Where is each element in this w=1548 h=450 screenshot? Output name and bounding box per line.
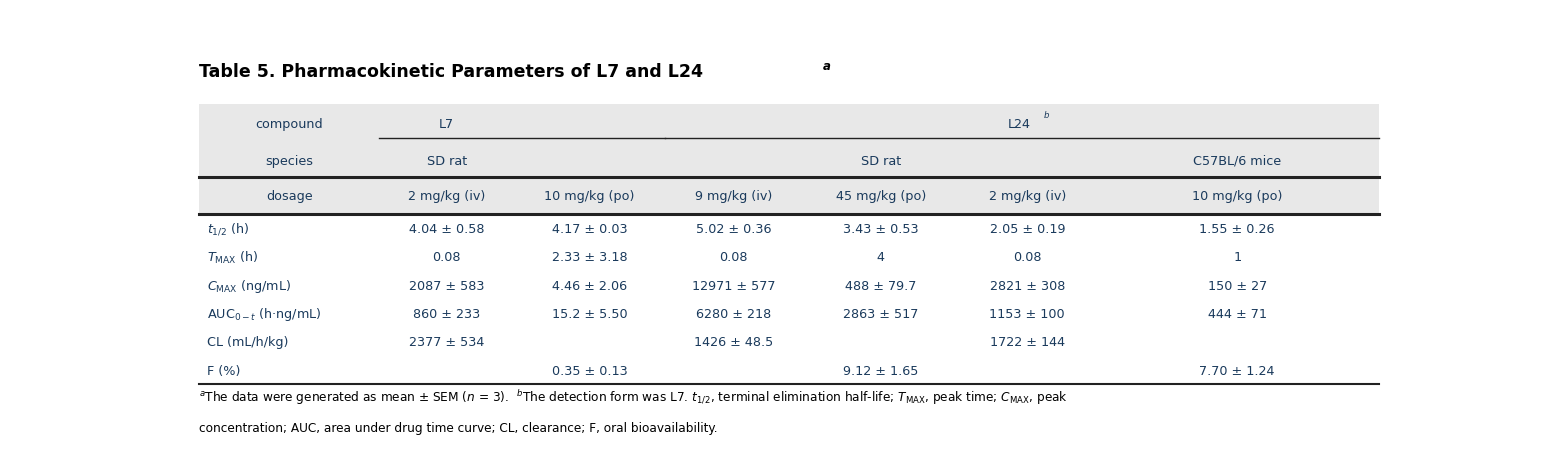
Text: $t_{1/2}$ (h): $t_{1/2}$ (h) — [207, 221, 249, 237]
Text: 2087 ± 583: 2087 ± 583 — [409, 279, 485, 292]
Text: 4.46 ± 2.06: 4.46 ± 2.06 — [551, 279, 627, 292]
Text: 4.17 ± 0.03: 4.17 ± 0.03 — [551, 223, 627, 236]
Text: $T_{\rm MAX}$ (h): $T_{\rm MAX}$ (h) — [207, 250, 257, 266]
Text: F (%): F (%) — [207, 365, 240, 378]
Text: compound: compound — [255, 117, 324, 130]
Text: 2377 ± 534: 2377 ± 534 — [409, 337, 485, 350]
Text: 2.05 ± 0.19: 2.05 ± 0.19 — [989, 223, 1065, 236]
Text: $C_{\rm MAX}$ (ng/mL): $C_{\rm MAX}$ (ng/mL) — [207, 278, 291, 295]
Text: C57BL/6 mice: C57BL/6 mice — [1194, 155, 1282, 168]
Text: 9 mg/kg (iv): 9 mg/kg (iv) — [695, 190, 772, 203]
Text: 2 mg/kg (iv): 2 mg/kg (iv) — [409, 190, 485, 203]
Text: L24: L24 — [1008, 117, 1031, 130]
Text: a: a — [822, 60, 831, 73]
Text: SD rat: SD rat — [861, 155, 901, 168]
Text: 444 ± 71: 444 ± 71 — [1207, 308, 1266, 321]
Text: 5.02 ± 0.36: 5.02 ± 0.36 — [695, 223, 771, 236]
Bar — [200, 179, 1379, 215]
Bar — [200, 215, 1379, 386]
Text: 7.70 ± 1.24: 7.70 ± 1.24 — [1200, 365, 1276, 378]
Text: 10 mg/kg (po): 10 mg/kg (po) — [1192, 190, 1282, 203]
Text: CL (mL/h/kg): CL (mL/h/kg) — [207, 337, 288, 350]
Text: 45 mg/kg (po): 45 mg/kg (po) — [836, 190, 926, 203]
Text: 0.08: 0.08 — [720, 251, 748, 264]
Text: 12971 ± 577: 12971 ± 577 — [692, 279, 776, 292]
Text: SD rat: SD rat — [427, 155, 467, 168]
Text: L7: L7 — [440, 117, 454, 130]
Text: 2.33 ± 3.18: 2.33 ± 3.18 — [551, 251, 627, 264]
Text: 0.08: 0.08 — [432, 251, 461, 264]
Text: 1: 1 — [1234, 251, 1241, 264]
Text: 488 ± 79.7: 488 ± 79.7 — [845, 279, 916, 292]
Text: 1153 ± 100: 1153 ± 100 — [989, 308, 1065, 321]
Text: 860 ± 233: 860 ± 233 — [413, 308, 480, 321]
Text: $^a$The data were generated as mean ± SEM ($n$ = 3).  $^b$The detection form was: $^a$The data were generated as mean ± SE… — [200, 389, 1068, 407]
Text: 6280 ± 218: 6280 ± 218 — [695, 308, 771, 321]
Text: 4.04 ± 0.58: 4.04 ± 0.58 — [409, 223, 485, 236]
Text: 3.43 ± 0.53: 3.43 ± 0.53 — [844, 223, 920, 236]
Text: Table 5. Pharmacokinetic Parameters of L7 and L24: Table 5. Pharmacokinetic Parameters of L… — [200, 63, 703, 81]
Text: dosage: dosage — [266, 190, 313, 203]
Text: 9.12 ± 1.65: 9.12 ± 1.65 — [844, 365, 918, 378]
Text: 150 ± 27: 150 ± 27 — [1207, 279, 1266, 292]
Bar — [200, 104, 1379, 179]
Text: ${\rm AUC}_{0-t}$ (h·ng/mL): ${\rm AUC}_{0-t}$ (h·ng/mL) — [207, 306, 322, 323]
Text: 2 mg/kg (iv): 2 mg/kg (iv) — [989, 190, 1067, 203]
Text: 1.55 ± 0.26: 1.55 ± 0.26 — [1200, 223, 1276, 236]
Text: 0.08: 0.08 — [1012, 251, 1042, 264]
Text: 1426 ± 48.5: 1426 ± 48.5 — [694, 337, 772, 350]
Text: 15.2 ± 5.50: 15.2 ± 5.50 — [551, 308, 627, 321]
Text: species: species — [265, 155, 314, 168]
Text: 2821 ± 308: 2821 ± 308 — [989, 279, 1065, 292]
Text: 4: 4 — [876, 251, 885, 264]
Text: 10 mg/kg (po): 10 mg/kg (po) — [545, 190, 635, 203]
Text: 2863 ± 517: 2863 ± 517 — [844, 308, 918, 321]
Text: 1722 ± 144: 1722 ± 144 — [989, 337, 1065, 350]
Text: concentration; AUC, area under drug time curve; CL, clearance; F, oral bioavaila: concentration; AUC, area under drug time… — [200, 422, 718, 435]
Text: 0.35 ± 0.13: 0.35 ± 0.13 — [551, 365, 627, 378]
Text: b: b — [1043, 111, 1050, 120]
